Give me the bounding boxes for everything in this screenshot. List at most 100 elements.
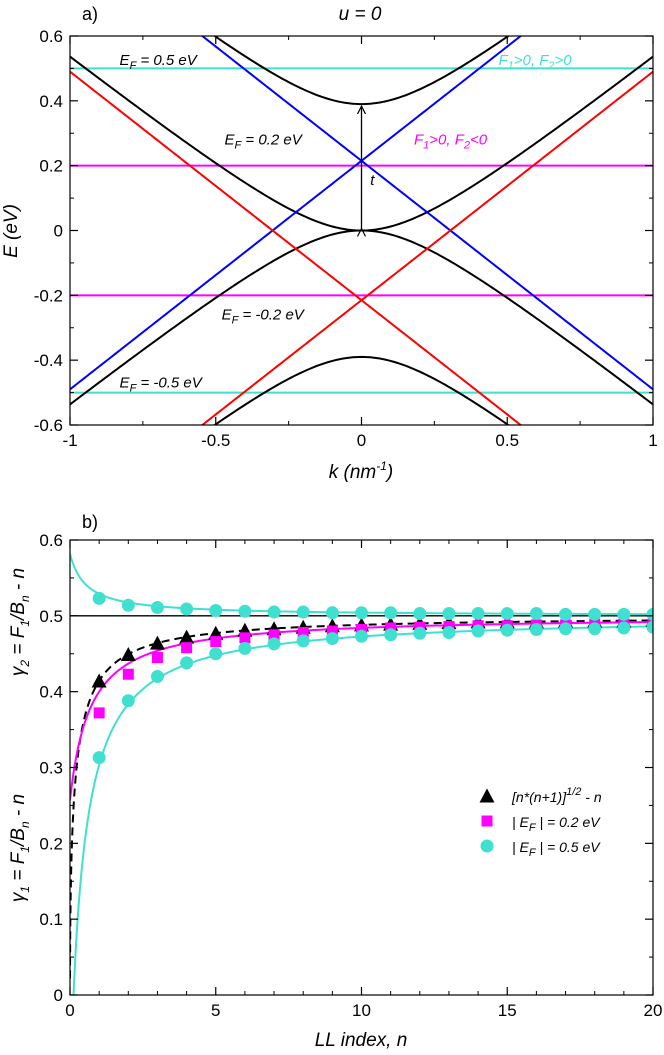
panel-b-xlabel: LL index, n xyxy=(315,1030,408,1051)
y-tick-label: 0.1 xyxy=(39,910,63,929)
data-point-s3 xyxy=(529,607,543,621)
annotation-ef02: EF = 0.2 eV xyxy=(224,132,303,152)
panel-b: b) 0 5 10 15 20 0 0.1 0.2 0.3 0.4 0.5 0.6 LL index,… xyxy=(8,512,662,1051)
x-tick-label: -0.5 xyxy=(201,431,230,450)
data-point-s3 xyxy=(325,606,339,620)
data-point-s2 xyxy=(442,626,456,640)
data-point-s2 xyxy=(180,656,194,670)
legend-label-2: | EF | = 0.2 eV xyxy=(512,814,601,834)
annotation-efm05: EF = -0.5 eV xyxy=(120,375,204,395)
data-point-s2 xyxy=(384,628,398,642)
data-point-s2 xyxy=(92,751,106,765)
data-point-s3 xyxy=(442,607,456,621)
data-point-s1 xyxy=(239,632,251,644)
y-tick-label: -0.6 xyxy=(34,416,63,435)
data-point-s2 xyxy=(325,632,339,646)
panel-b-label: b) xyxy=(82,512,98,532)
data-point-s3 xyxy=(209,604,223,618)
data-point-s0 xyxy=(91,673,107,688)
data-point-s3 xyxy=(180,602,194,616)
data-point-s3 xyxy=(238,604,252,618)
band-curve-7 xyxy=(70,70,523,425)
panel-b-plot-area xyxy=(70,553,653,995)
x-tick-label: -1 xyxy=(62,431,77,450)
y-tick-label: 0.6 xyxy=(39,27,63,46)
data-point-s3 xyxy=(121,598,135,612)
panel-b-ylabel-bottom: γ1 = F1/Bn - n xyxy=(8,794,32,902)
data-point-s3 xyxy=(384,606,398,620)
x-tick-label: 0 xyxy=(65,1001,74,1020)
x-tick-label: 0.5 xyxy=(495,431,519,450)
y-tick-label: 0.2 xyxy=(39,157,63,176)
data-point-s3 xyxy=(355,606,368,620)
annotation-efm02: EF = -0.2 eV xyxy=(222,307,306,327)
y-tick-label: 0 xyxy=(54,222,63,241)
data-point-s2 xyxy=(471,624,485,638)
x-tick-label: 20 xyxy=(644,1001,663,1020)
data-point-s1 xyxy=(151,652,163,664)
data-point-s2 xyxy=(238,641,252,655)
annotation-t: t xyxy=(370,172,375,189)
data-point-s2 xyxy=(296,634,310,648)
condition-label-1: F1>0, F2<0 xyxy=(414,132,488,152)
panel-a-ylabel: E (eV) xyxy=(1,204,22,258)
panel-b-ylabel-top: γ2 = F1/Bn - n xyxy=(8,568,32,676)
panel-a: a) u = 0 EF = 0.5 eV EF = 0.2 eV EF = -0.2… xyxy=(1,4,658,483)
x-tick-label: 0 xyxy=(357,431,366,450)
data-point-s0 xyxy=(179,629,195,644)
data-point-s1 xyxy=(326,625,338,637)
legend-label-3: | EF | = 0.5 eV xyxy=(512,839,601,859)
data-point-s2 xyxy=(588,622,602,636)
panel-b-legend: [n*(n+1)]1/2 - n | EF | = 0.2 eV | EF | … xyxy=(479,786,602,859)
data-point-s2 xyxy=(121,694,135,708)
data-point-s0 xyxy=(149,635,165,650)
panel-a-axes: -1 -0.5 0 0.5 1 -0.6 -0.4 -0.2 0 0.2 0.4 0.6 xyxy=(34,27,658,450)
band-curve-0 xyxy=(212,36,511,106)
y-tick-label: 0.4 xyxy=(39,683,63,702)
panel-a-title: u = 0 xyxy=(339,4,382,25)
data-point-s2 xyxy=(617,621,631,635)
data-point-s3 xyxy=(500,607,514,621)
data-point-s3 xyxy=(92,591,106,605)
data-point-s1 xyxy=(385,622,397,634)
data-point-s2 xyxy=(413,626,427,640)
data-point-s1 xyxy=(122,668,134,680)
data-point-s3 xyxy=(559,607,573,621)
x-tick-label: 15 xyxy=(498,1001,517,1020)
y-tick-label: 0 xyxy=(54,986,63,1005)
data-point-s1 xyxy=(356,623,367,635)
y-tick-label: -0.2 xyxy=(34,286,63,305)
data-point-s2 xyxy=(209,647,223,661)
data-point-s3 xyxy=(150,600,164,614)
x-tick-label: 10 xyxy=(352,1001,371,1020)
panel-b-axes: 0 5 10 15 20 0 0.1 0.2 0.3 0.4 0.5 0.6 xyxy=(39,531,662,1020)
data-point-s3 xyxy=(413,607,427,621)
legend-marker-circle xyxy=(480,839,494,853)
annotation-ef05: EF = 0.5 eV xyxy=(120,52,199,72)
y-tick-label: 0.4 xyxy=(39,92,63,111)
data-point-s3 xyxy=(588,607,602,621)
data-point-s3 xyxy=(471,607,485,621)
y-tick-label: 0.2 xyxy=(39,834,63,853)
data-point-s2 xyxy=(646,620,653,634)
data-point-s3 xyxy=(617,607,631,621)
y-tick-label: 0.3 xyxy=(39,759,63,778)
data-point-s3 xyxy=(296,605,310,619)
panel-a-xlabel: k (nm-1) xyxy=(329,459,394,483)
data-point-s1 xyxy=(268,629,280,641)
y-tick-label: 0.6 xyxy=(39,531,63,550)
band-curve-3 xyxy=(212,355,511,425)
data-point-s3 xyxy=(267,605,281,619)
y-tick-label: 0.5 xyxy=(39,607,63,626)
legend-label-1: [n*(n+1)]1/2 - n xyxy=(511,786,602,805)
data-point-s1 xyxy=(297,627,309,639)
data-point-s1 xyxy=(210,636,222,648)
data-point-s2 xyxy=(500,623,514,637)
panel-a-plot-area: EF = 0.5 eV EF = 0.2 eV EF = -0.2 eV EF = -… xyxy=(70,36,653,425)
legend-marker-square xyxy=(481,815,493,827)
data-point-s1 xyxy=(181,642,193,654)
data-point-s2 xyxy=(529,622,543,636)
data-point-s1 xyxy=(93,707,105,719)
panel-a-label: a) xyxy=(82,4,98,24)
legend-marker-triangle xyxy=(479,788,495,803)
